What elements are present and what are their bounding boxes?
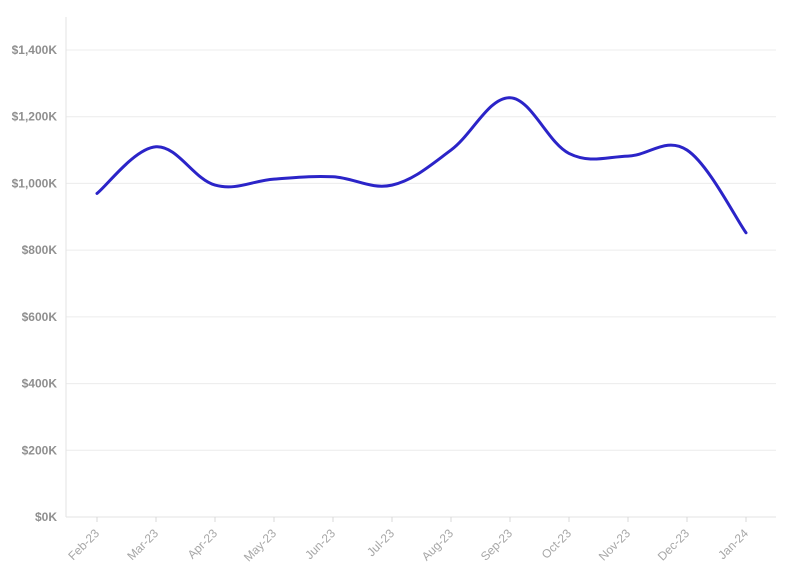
data-point-jul-23	[388, 181, 396, 189]
x-tick-label: Dec-23	[655, 526, 692, 563]
data-point-dec-23	[683, 146, 691, 154]
x-tick-label: Mar-23	[124, 526, 161, 563]
x-axis-tick-labels: Feb-23 Mar-23 Apr-23 May-23 Jun-23 Jul-23 Aug-…	[65, 526, 751, 564]
y-tick-label: $1,200K	[12, 110, 58, 124]
data-point-jan-24	[742, 229, 750, 237]
x-tick-label: Nov-23	[596, 526, 633, 563]
x-tick-label: Jan-24	[715, 526, 751, 562]
x-tick-label: Jun-23	[302, 526, 338, 562]
gridlines	[66, 49, 776, 451]
data-point-feb-23	[93, 189, 101, 197]
y-tick-label: $400K	[22, 377, 58, 391]
x-tick-label: Apr-23	[185, 526, 221, 562]
data-point-apr-23	[211, 181, 219, 189]
data-point-aug-23	[447, 146, 455, 154]
y-tick-label: $0K	[35, 510, 57, 524]
x-tick-label: Feb-23	[65, 526, 102, 563]
y-axis-tick-labels: $0K $200K $400K $600K $800K $1,000K $1,200K $1,…	[12, 43, 58, 524]
series-line	[95, 96, 748, 235]
series-lines	[93, 94, 750, 237]
y-tick-label: $600K	[22, 310, 58, 324]
x-tick-label: May-23	[241, 526, 279, 564]
data-point-may-23	[270, 175, 278, 183]
y-tick-label: $1,400K	[12, 43, 58, 57]
x-tick-label: Aug-23	[419, 526, 456, 563]
y-tick-label: $200K	[22, 443, 58, 457]
data-point-jun-23	[329, 173, 337, 181]
data-point-sep-23	[506, 94, 514, 102]
x-tick-label: Jul-23	[364, 526, 397, 559]
data-point-mar-23	[152, 143, 160, 151]
axes	[65, 17, 776, 522]
x-tick-label: Sep-23	[478, 526, 515, 563]
x-tick-label: Oct-23	[539, 526, 575, 562]
y-tick-label: $1,000K	[12, 176, 58, 190]
data-point-nov-23	[624, 152, 632, 160]
data-point-oct-23	[565, 149, 573, 157]
y-tick-label: $800K	[22, 243, 58, 257]
